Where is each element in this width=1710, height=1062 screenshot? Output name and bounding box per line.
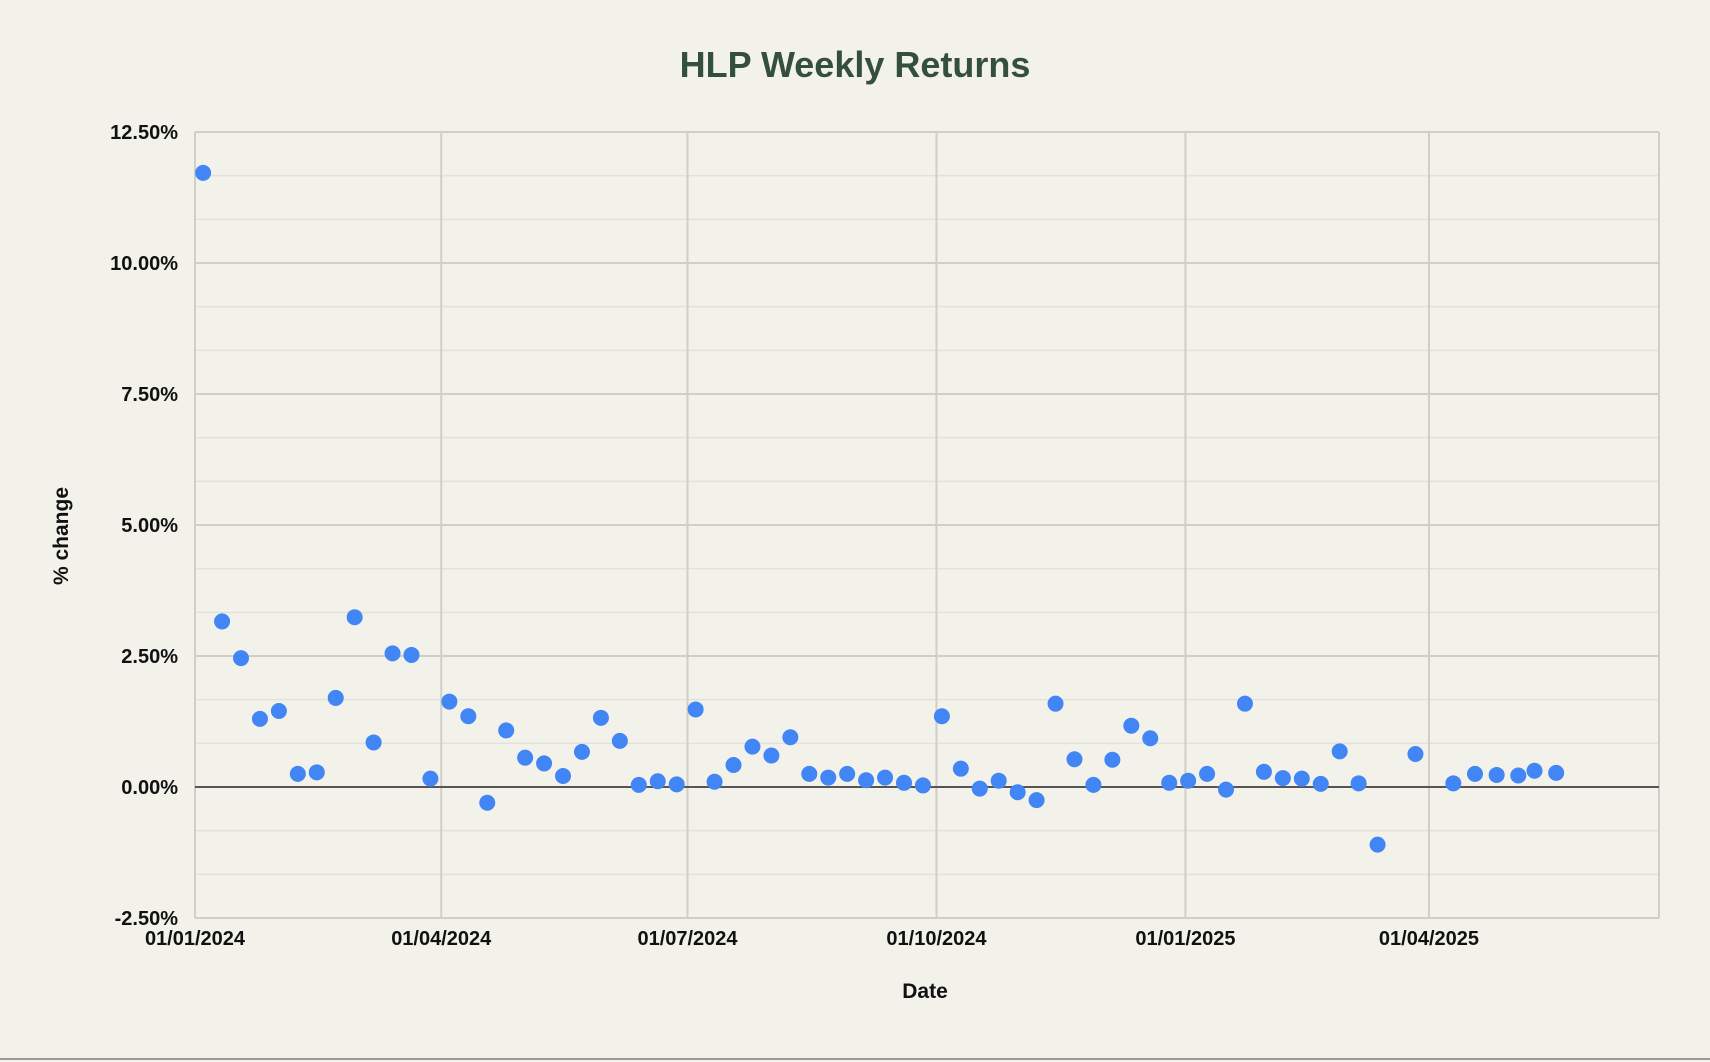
data-point: [592, 709, 609, 726]
data-point: [1028, 792, 1045, 809]
x-tick-labels: 01/01/2024 01/04/2024 01/07/2024 01/10/2024…: [145, 928, 1479, 950]
data-point: [1293, 770, 1310, 787]
data-point: [1104, 751, 1121, 768]
data-point: [725, 756, 742, 773]
data-point: [763, 747, 780, 764]
data-point: [1047, 695, 1064, 712]
data-point: [820, 769, 837, 786]
data-point: [1312, 775, 1329, 792]
data-point: [403, 646, 420, 663]
major-gridlines: [194, 131, 1660, 919]
data-point: [801, 765, 818, 782]
y-tick-label: 2.50%: [121, 646, 178, 668]
y-tick-label: 5.00%: [121, 515, 178, 537]
data-point: [1407, 745, 1424, 762]
y-tick-label: -2.50%: [115, 908, 179, 930]
data-point: [1161, 774, 1178, 791]
y-tick-label: 10.00%: [110, 253, 178, 275]
data-point: [933, 708, 950, 725]
data-point: [744, 738, 761, 755]
data-point: [782, 729, 799, 746]
data-point: [1488, 766, 1505, 783]
y-tick-labels: -2.50% 0.00% 2.50% 5.00% 7.50% 10.00% 12.50%: [110, 122, 178, 930]
data-point: [649, 773, 666, 790]
data-point: [1331, 743, 1348, 760]
data-point: [233, 650, 250, 667]
x-tick-label: 01/04/2025: [1379, 928, 1479, 950]
data-point: [1009, 784, 1026, 801]
x-axis-title: Date: [902, 980, 948, 1003]
chart-title: HLP Weekly Returns: [679, 44, 1031, 85]
data-point: [1510, 767, 1527, 784]
x-tick-label: 01/01/2024: [145, 928, 246, 950]
data-point: [1548, 764, 1565, 781]
minor-gridlines: [195, 174, 1659, 876]
data-point: [365, 734, 382, 751]
data-point: [422, 770, 439, 787]
bottom-border: [0, 1058, 1710, 1060]
data-point: [498, 722, 515, 739]
data-point: [990, 772, 1007, 789]
data-point: [308, 764, 325, 781]
data-point: [1466, 765, 1483, 782]
data-point: [630, 776, 647, 793]
data-point: [573, 743, 590, 760]
data-point: [1066, 751, 1083, 768]
x-tick-label: 01/01/2025: [1135, 928, 1235, 950]
data-point: [687, 701, 704, 718]
x-tick-label: 01/10/2024: [886, 928, 987, 950]
data-point: [479, 794, 496, 811]
data-point: [536, 755, 553, 772]
y-tick-label: 0.00%: [121, 777, 178, 799]
data-point: [251, 710, 268, 727]
data-point: [270, 703, 287, 720]
data-point: [1350, 775, 1367, 792]
data-points: [195, 164, 1565, 853]
data-point: [1526, 762, 1543, 779]
data-point: [839, 765, 856, 782]
data-point: [517, 749, 534, 766]
data-point: [1369, 836, 1386, 853]
data-point: [952, 760, 969, 777]
data-point: [1274, 770, 1291, 787]
data-point: [555, 767, 572, 784]
data-point: [1255, 763, 1272, 780]
data-point: [668, 776, 685, 793]
y-tick-label: 12.50%: [110, 122, 178, 144]
data-point: [289, 765, 306, 782]
data-point: [195, 164, 212, 181]
x-tick-label: 01/07/2024: [637, 928, 738, 950]
data-point: [1180, 772, 1197, 789]
data-point: [1142, 730, 1159, 747]
data-point: [914, 777, 931, 794]
data-point: [1445, 775, 1462, 792]
data-point: [971, 780, 988, 797]
data-point: [346, 609, 363, 626]
data-point: [877, 769, 894, 786]
data-point: [1123, 717, 1140, 734]
data-point: [214, 613, 231, 630]
data-point: [895, 774, 912, 791]
data-point: [384, 645, 401, 662]
data-point: [611, 732, 628, 749]
data-point: [858, 772, 875, 789]
x-tick-label: 01/04/2024: [391, 928, 492, 950]
data-point: [327, 689, 344, 706]
data-point: [441, 693, 458, 710]
data-point: [1236, 695, 1253, 712]
data-point: [1085, 776, 1102, 793]
y-tick-label: 7.50%: [121, 384, 178, 406]
data-point: [1199, 765, 1216, 782]
data-point: [706, 773, 723, 790]
data-point: [460, 708, 477, 725]
data-point: [1218, 781, 1235, 798]
